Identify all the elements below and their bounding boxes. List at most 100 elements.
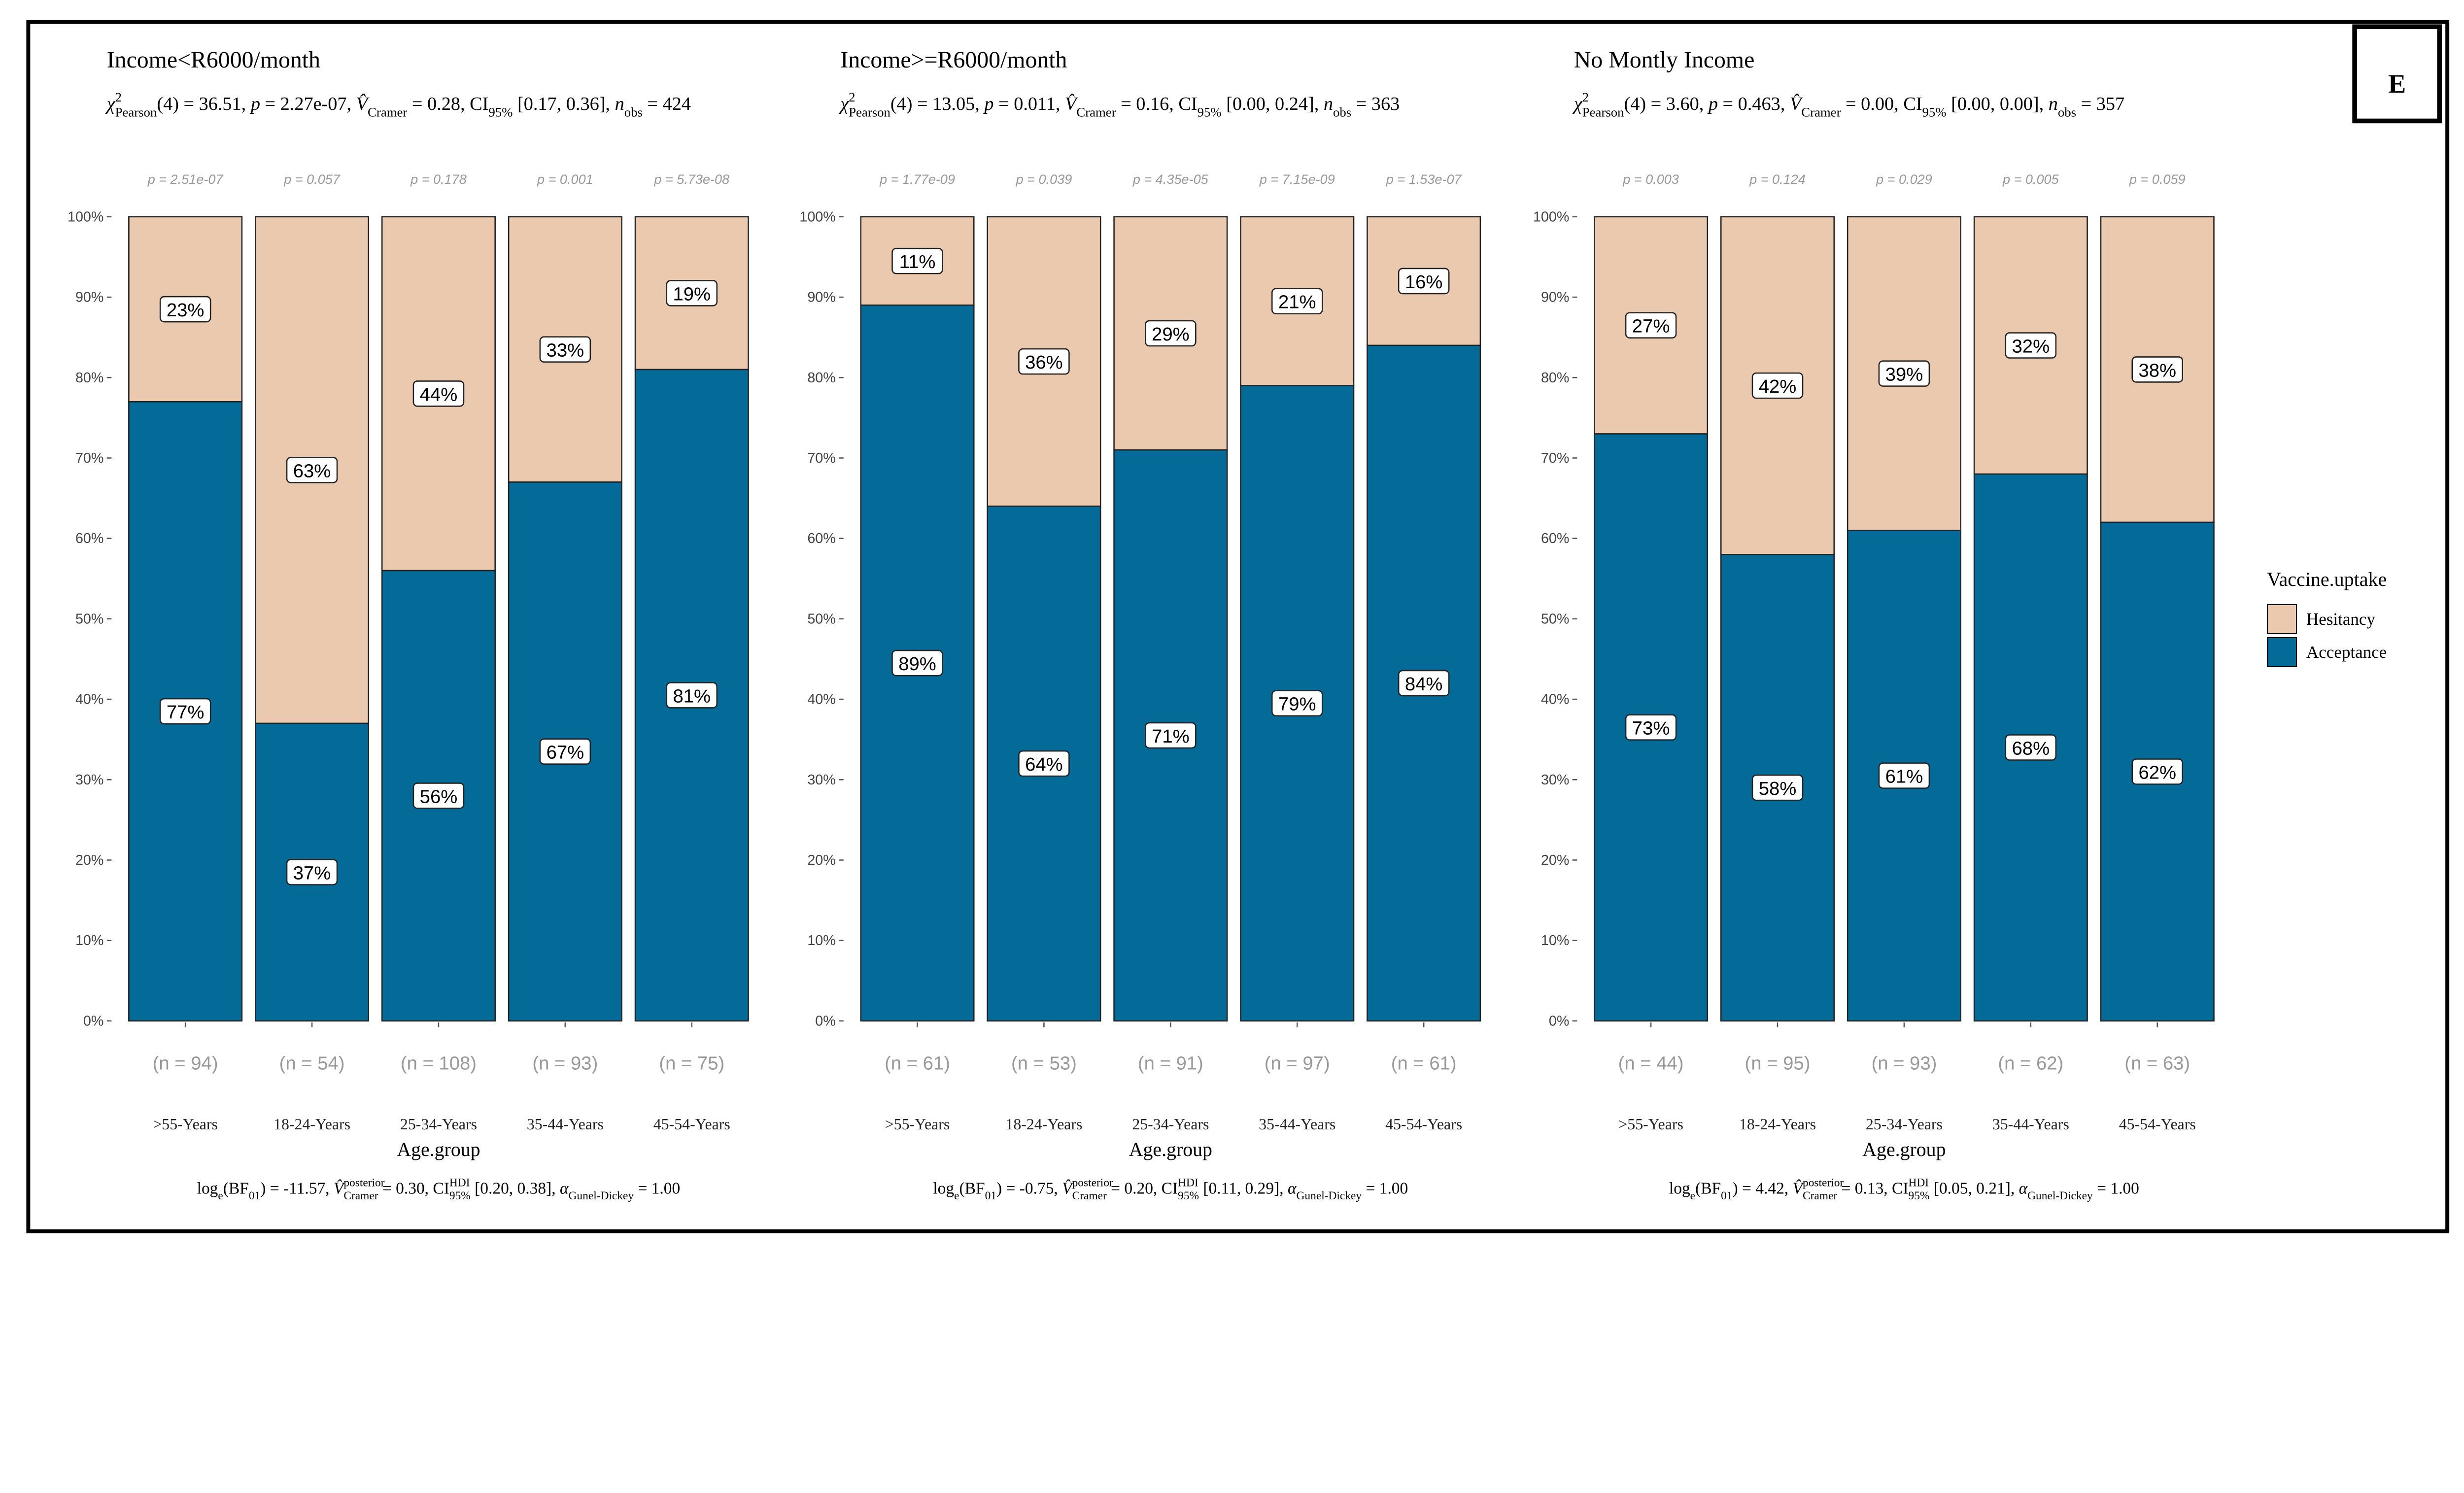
y-tick-label: 50% bbox=[807, 611, 835, 627]
stats-subtitle: χ2 Pearson(4) = 13.05, p = 0.011, V̂Crame… bbox=[838, 90, 1400, 120]
text-segment: (BF bbox=[959, 1180, 985, 1198]
p-value-label: p = 0.059 bbox=[2129, 171, 2186, 187]
legend-key-acceptance bbox=[2267, 637, 2297, 667]
text-segment: (BF bbox=[223, 1180, 249, 1198]
y-tick-label: 20% bbox=[1541, 852, 1569, 868]
bar-hesitancy bbox=[2100, 216, 2215, 523]
text-segment: posterior bbox=[343, 1176, 384, 1189]
text-segment: log bbox=[197, 1180, 218, 1198]
label-acceptance: 62% bbox=[2138, 762, 2176, 783]
text-segment: Pearson bbox=[115, 105, 157, 120]
label-hesitancy-box bbox=[286, 457, 338, 483]
n-label: (n = 44) bbox=[1618, 1053, 1684, 1074]
text-segment: = 2.27e-07, bbox=[260, 94, 356, 114]
label-acceptance-box bbox=[891, 649, 943, 677]
label-hesitancy: 27% bbox=[1632, 316, 1670, 337]
text-segment: 01 bbox=[1721, 1189, 1732, 1202]
y-tick-label: 20% bbox=[807, 852, 835, 868]
x-tick-label: >55-Years bbox=[885, 1116, 950, 1133]
legend-key-hesitancy bbox=[2267, 604, 2297, 634]
text-segment: (BF bbox=[1695, 1180, 1721, 1198]
panel-title: No Montly Income bbox=[1574, 47, 1754, 73]
label-acceptance: 81% bbox=[673, 685, 711, 707]
text-segment: 95% bbox=[488, 105, 513, 120]
x-tick-label: >55-Years bbox=[153, 1116, 218, 1133]
y-tick-label: 0% bbox=[815, 1013, 835, 1029]
label-hesitancy: 36% bbox=[1025, 352, 1063, 373]
label-hesitancy-box bbox=[1271, 288, 1323, 315]
y-tick-label: 100% bbox=[1533, 209, 1569, 225]
text-segment: [0.11, 0.29], bbox=[1199, 1180, 1288, 1198]
p-value-label: p = 0.003 bbox=[1622, 171, 1679, 187]
text-segment: χ bbox=[838, 94, 849, 114]
text-segment: V̂ bbox=[1790, 94, 1804, 114]
text-segment: posterior bbox=[1072, 1176, 1113, 1189]
text-segment: Pearson bbox=[849, 105, 890, 120]
text-segment: 01 bbox=[249, 1189, 260, 1202]
label-acceptance-box bbox=[666, 682, 718, 709]
p-value-label: p = 0.039 bbox=[1016, 171, 1072, 187]
text-segment: (4) = 3.60, bbox=[1624, 94, 1708, 114]
text-segment: HDI bbox=[1909, 1176, 1929, 1189]
x-tick-label: 45-54-Years bbox=[2119, 1116, 2196, 1133]
label-acceptance: 68% bbox=[2012, 738, 2050, 759]
bayes-caption: loge(BF01) = -0.75, V̂posterior Cramer = … bbox=[933, 1176, 1408, 1202]
label-acceptance: 79% bbox=[1278, 694, 1316, 715]
n-label: (n = 61) bbox=[885, 1053, 950, 1074]
n-label: (n = 93) bbox=[1871, 1053, 1937, 1074]
y-tick-label: 40% bbox=[1541, 692, 1569, 708]
x-axis-title: Age.group bbox=[1129, 1138, 1212, 1160]
y-tick-label: 70% bbox=[807, 450, 835, 466]
label-hesitancy: 33% bbox=[547, 340, 584, 361]
panel-title: Income<R6000/month bbox=[107, 47, 320, 73]
text-segment: 2 bbox=[1582, 90, 1589, 104]
text-segment: = 1.00 bbox=[634, 1180, 680, 1198]
text-segment: 95% bbox=[1178, 1189, 1199, 1202]
label-acceptance: 84% bbox=[1405, 674, 1443, 695]
panel-label-box: E bbox=[2352, 24, 2442, 124]
bayes-caption: loge(BF01) = 4.42, V̂posterior Cramer = 0… bbox=[1669, 1176, 2139, 1202]
label-hesitancy-box bbox=[1625, 312, 1677, 339]
y-tick-label: 0% bbox=[1549, 1013, 1569, 1029]
text-segment: Cramer bbox=[368, 105, 407, 120]
label-acceptance: 56% bbox=[420, 786, 458, 807]
figure-frame: E Income<R6000/month χ2 Pearson(4) = 36.51… bbox=[26, 20, 2450, 1233]
text-segment: [0.17, 0.36], bbox=[513, 94, 615, 114]
p-value-label: p = 4.35e-05 bbox=[1132, 171, 1209, 187]
y-tick-label: 70% bbox=[75, 450, 103, 466]
n-label: (n = 93) bbox=[532, 1053, 598, 1074]
text-segment: obs bbox=[1333, 105, 1351, 120]
text-segment: V̂ bbox=[356, 94, 370, 114]
text-segment: [0.00, 0.00], bbox=[1947, 94, 2049, 114]
y-tick-label: 30% bbox=[75, 772, 103, 788]
y-tick-label: 70% bbox=[1541, 450, 1569, 466]
label-acceptance-box bbox=[286, 859, 338, 885]
p-value-label: p = 5.73e-08 bbox=[653, 171, 729, 187]
text-segment: 95% bbox=[449, 1189, 471, 1202]
p-value-label: p = 0.029 bbox=[1876, 171, 1932, 187]
text-segment: p bbox=[983, 94, 993, 114]
p-value-label: p = 0.057 bbox=[283, 171, 341, 187]
text-segment: 95% bbox=[1909, 1189, 1930, 1202]
panel-label: E bbox=[2388, 69, 2406, 99]
y-tick-label: 10% bbox=[1541, 933, 1569, 949]
label-hesitancy: 19% bbox=[673, 283, 711, 305]
text-segment: e bbox=[1690, 1189, 1695, 1202]
y-tick-label: 40% bbox=[75, 692, 103, 708]
label-hesitancy: 11% bbox=[899, 251, 936, 272]
label-acceptance-box bbox=[1398, 670, 1450, 697]
text-segment: = 0.20, CI bbox=[1107, 1180, 1178, 1198]
text-segment: = 424 bbox=[643, 94, 691, 114]
text-segment: Pearson bbox=[1582, 105, 1624, 120]
label-hesitancy-box bbox=[539, 336, 591, 363]
text-segment: posterior bbox=[1803, 1176, 1844, 1189]
y-tick-label: 100% bbox=[68, 209, 103, 225]
text-segment: ) = -11.57, bbox=[260, 1180, 334, 1198]
label-acceptance: 71% bbox=[1152, 726, 1190, 747]
label-hesitancy: 38% bbox=[2138, 360, 2176, 381]
text-segment: Cramer bbox=[1801, 105, 1841, 120]
text-segment: = 0.28, CI bbox=[407, 94, 488, 114]
y-tick-label: 10% bbox=[807, 933, 835, 949]
label-acceptance-box bbox=[1271, 690, 1323, 717]
label-acceptance: 58% bbox=[1759, 778, 1797, 799]
